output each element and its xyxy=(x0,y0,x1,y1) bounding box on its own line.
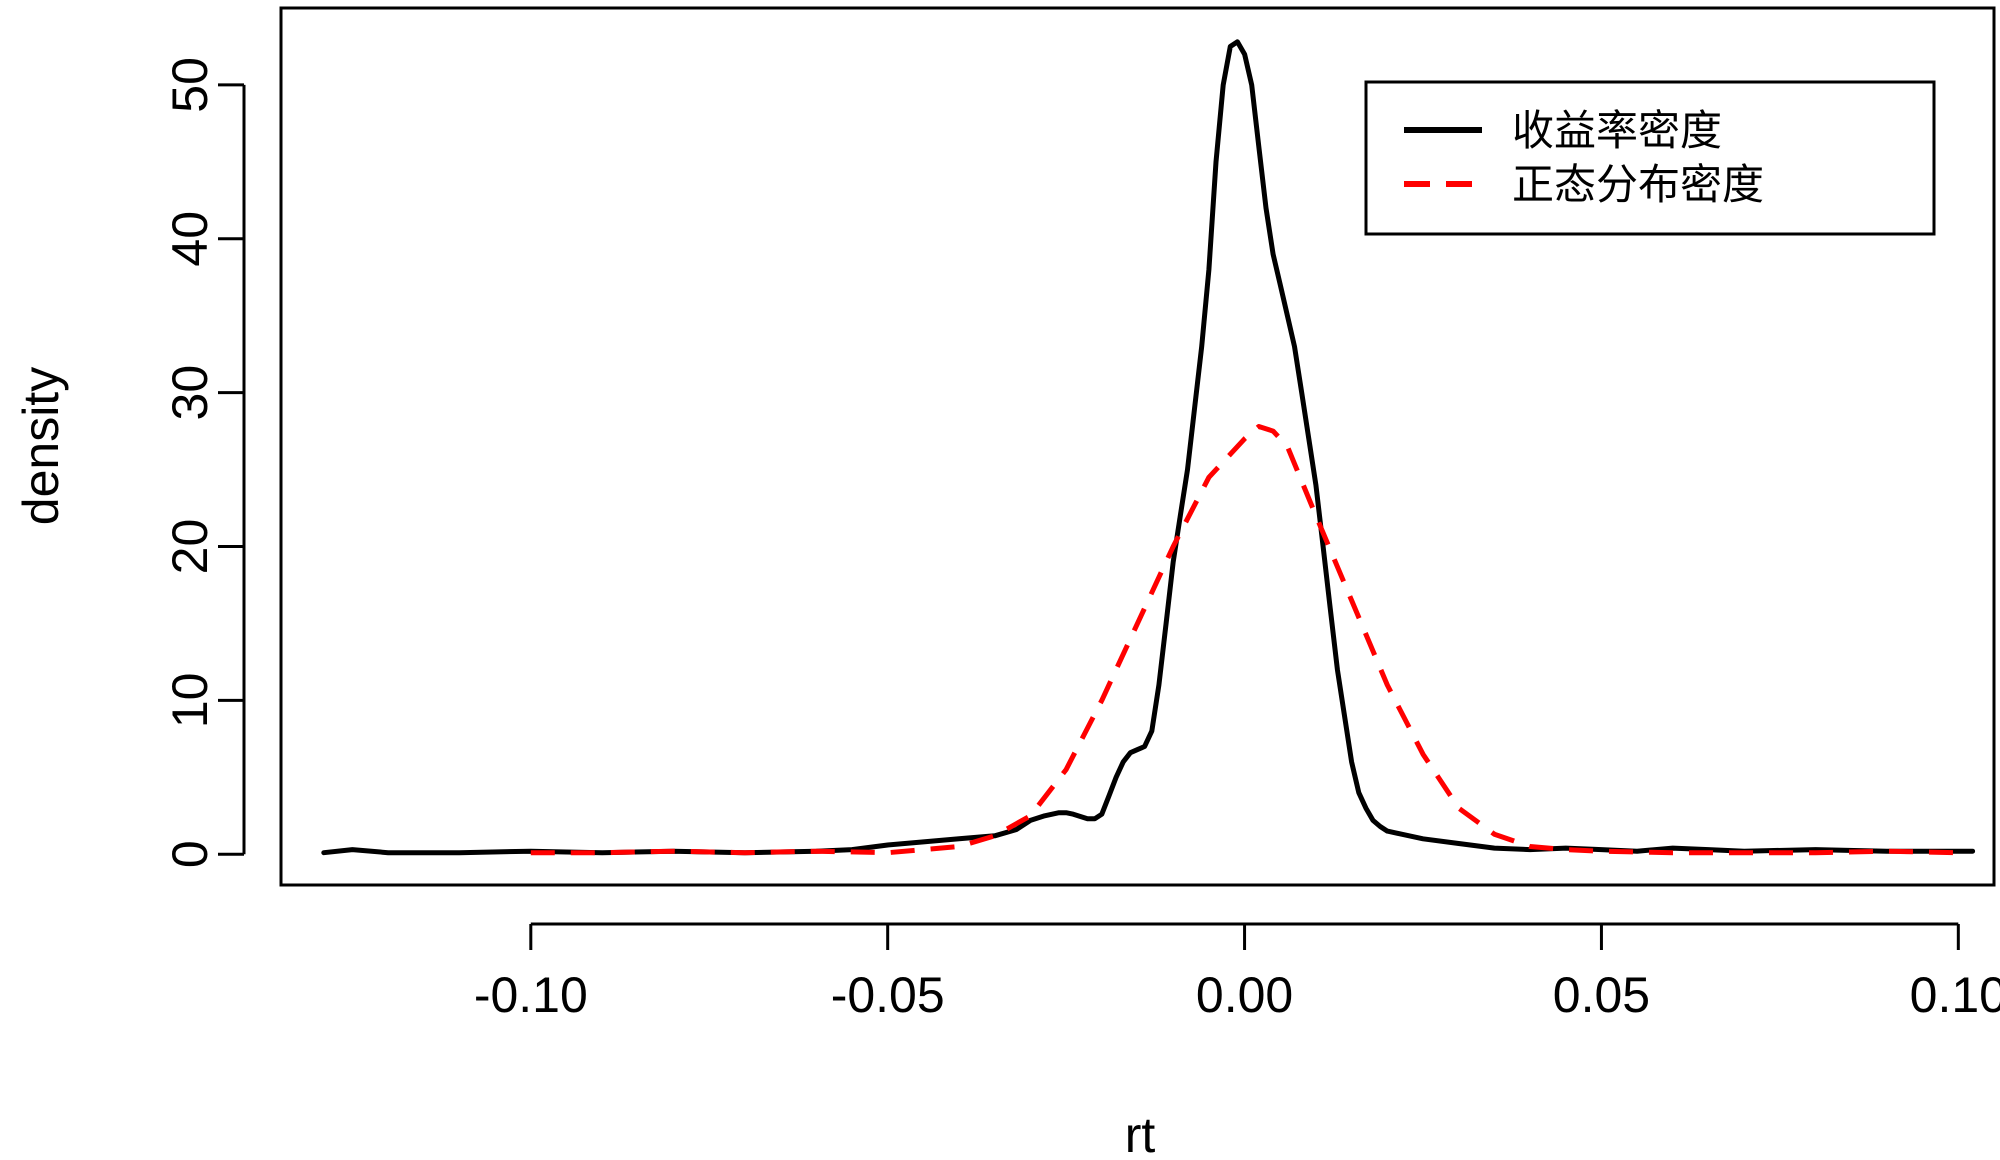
x-tick-label: 0.00 xyxy=(1196,967,1293,1023)
y-tick-label: 30 xyxy=(162,365,218,421)
y-tick-label: 40 xyxy=(162,211,218,267)
y-tick-label: 10 xyxy=(162,673,218,729)
series-line-normal xyxy=(530,424,1959,856)
y-tick-label: 50 xyxy=(162,57,218,113)
legend: 收益率密度 正态分布密度 xyxy=(1364,80,1936,236)
y-axis: 0 10 20 30 40 50 xyxy=(162,57,246,868)
x-axis-title: rt xyxy=(1125,1107,1156,1160)
x-axis: -0.10 -0.05 0.00 0.05 0.10 xyxy=(474,922,2000,1023)
y-tick-label: 0 xyxy=(162,840,218,868)
legend-box xyxy=(1364,80,1936,236)
legend-label-returns: 收益率密度 xyxy=(1512,106,1722,155)
plot-frame xyxy=(279,6,1996,887)
y-tick-label: 20 xyxy=(162,519,218,575)
series-layer xyxy=(321,39,1976,856)
y-axis-title: density xyxy=(13,367,69,525)
x-tick-label: 0.10 xyxy=(1910,967,2000,1023)
x-tick-label: 0.05 xyxy=(1553,967,1650,1023)
legend-label-normal: 正态分布密度 xyxy=(1512,160,1764,209)
x-tick-label: -0.10 xyxy=(474,967,588,1023)
x-tick-label: -0.05 xyxy=(831,967,945,1023)
